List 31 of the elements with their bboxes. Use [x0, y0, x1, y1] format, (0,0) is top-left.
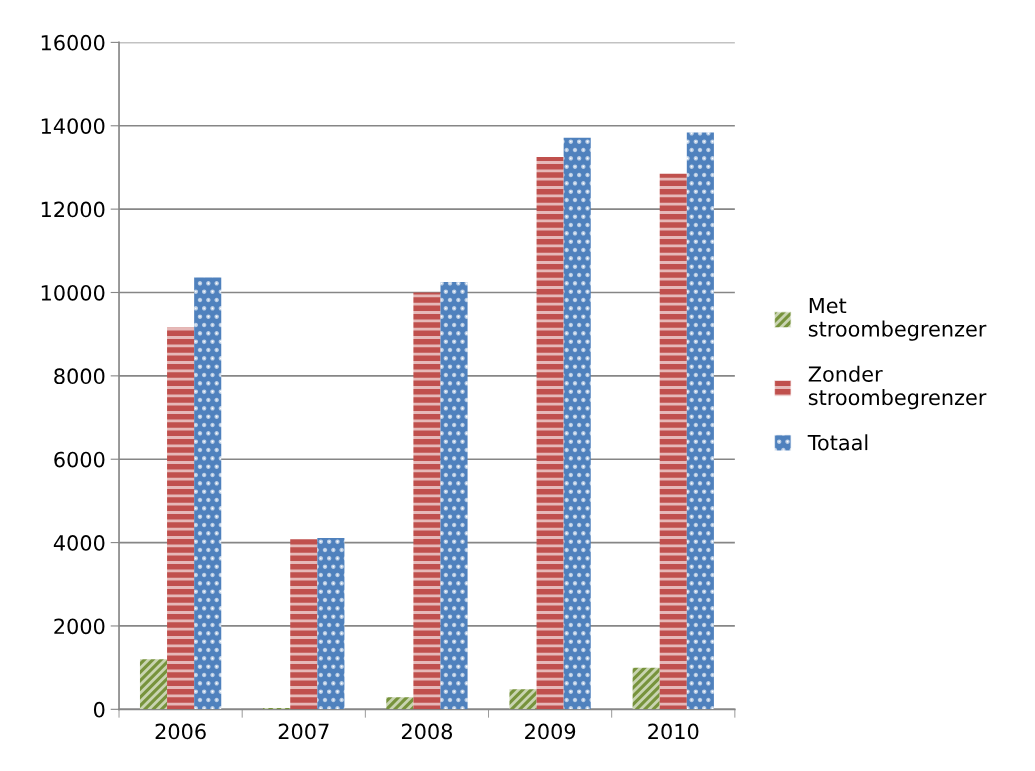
x-tick-label: 2009: [525, 723, 576, 740]
y-tick-label: 8000: [54, 368, 105, 385]
bar: [413, 292, 441, 710]
y-tick-label: 12000: [41, 201, 105, 218]
bar: [659, 173, 687, 710]
y-tick-label: 4000: [53, 535, 105, 551]
bar: [686, 132, 714, 710]
y-tick-label: 0: [93, 701, 105, 718]
x-tick-label: 2006: [155, 723, 206, 740]
bar: [536, 157, 564, 710]
bar: [509, 689, 537, 710]
x-tick-label: 2008: [401, 723, 453, 740]
y-tick-label: 10000: [41, 284, 105, 301]
y-tick-label: 6000: [54, 451, 105, 468]
x-tick-label: 2007: [278, 723, 329, 740]
bar: [563, 137, 591, 710]
bar: [194, 277, 222, 710]
bar: [167, 327, 195, 710]
y-tick-label: 14000: [41, 118, 105, 134]
legend-label: Zonder stroombegrenzer: [808, 365, 987, 410]
bar: [440, 282, 468, 710]
x-tick-label: 2010: [648, 723, 699, 740]
y-tick-label: 16000: [41, 34, 105, 51]
bar: [139, 659, 168, 710]
legend-label: Totaal: [807, 434, 868, 451]
bar: [632, 667, 660, 710]
y-tick-label: 2000: [54, 618, 105, 635]
bar: [317, 538, 345, 710]
bar: [386, 697, 414, 710]
bar: [290, 539, 318, 710]
legend-label: Met stroombegrenzer: [808, 297, 987, 341]
